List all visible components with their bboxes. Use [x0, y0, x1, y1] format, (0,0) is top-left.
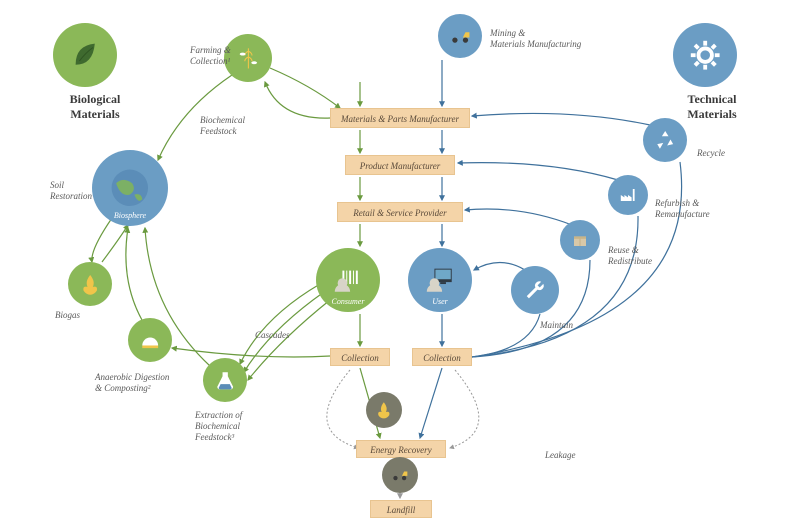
flow-box-product_mfr: Product Manufacturer: [345, 155, 455, 175]
flow-box-collection_left: Collection: [330, 348, 390, 366]
label-8: Recycle: [697, 148, 742, 159]
label-11: Maintain: [540, 320, 590, 331]
label-7: Mining &Materials Manufacturing: [490, 28, 610, 50]
node-biogas_flame: [68, 262, 112, 306]
node-maintain: [511, 266, 559, 314]
node-consumer-label: Consumer: [316, 297, 380, 306]
node-energy_flame: [366, 392, 402, 428]
label-5: Extraction ofBiochemicalFeedstock³: [195, 410, 265, 442]
flow-box-retail: Retail & Service Provider: [337, 202, 463, 222]
node-extraction: [203, 358, 247, 402]
label-9: Refurbish &Remanufacture: [655, 198, 735, 220]
node-recycle: [643, 118, 687, 162]
node-mining: [438, 14, 482, 58]
label-6: Cascades: [255, 330, 305, 341]
node-user-label: User: [408, 297, 472, 306]
node-reuse: [560, 220, 600, 260]
label-3: Biogas: [55, 310, 95, 321]
flow-box-energy_recovery: Energy Recovery: [356, 440, 446, 458]
label-2: SoilRestoration: [50, 180, 105, 202]
node-landfill_icon: [382, 457, 418, 493]
node-consumer: Consumer: [316, 248, 380, 312]
label-0: Farming &Collection¹: [190, 45, 245, 67]
node-leaf: [53, 23, 117, 87]
node-user: User: [408, 248, 472, 312]
node-biosphere-label: Biosphere: [92, 211, 168, 220]
label-12: Leakage: [545, 450, 595, 461]
label-1: BiochemicalFeedstock: [200, 115, 260, 137]
label-10: Reuse &Redistribute: [608, 245, 673, 267]
node-refurbish: [608, 175, 648, 215]
node-gear: [673, 23, 737, 87]
technical-heading: TechnicalMaterials: [672, 92, 752, 122]
flow-box-collection_right: Collection: [412, 348, 472, 366]
flow-box-materials_parts: Materials & Parts Manufacturer: [330, 108, 470, 128]
label-4: Anaerobic Digestion& Composting²: [95, 372, 195, 394]
biological-heading: BiologicalMaterials: [55, 92, 135, 122]
flow-box-landfill: Landfill: [370, 500, 432, 518]
node-digestion: [128, 318, 172, 362]
